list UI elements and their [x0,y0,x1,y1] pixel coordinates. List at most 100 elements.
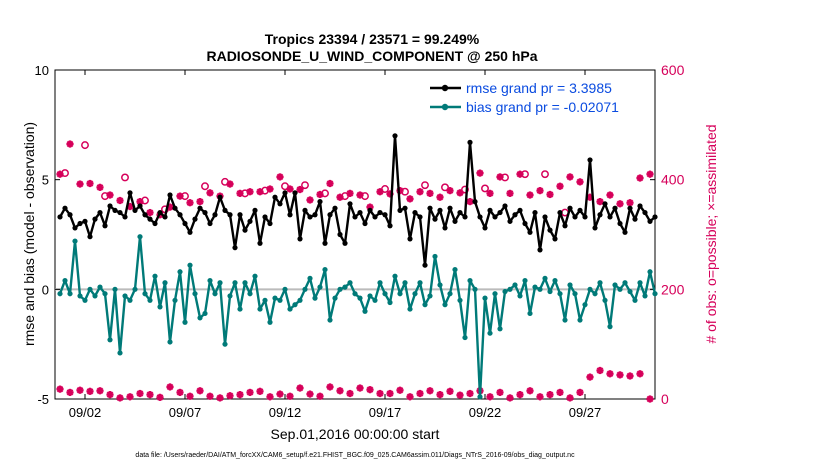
series-point-bias [307,275,313,281]
obs-assimilated-low-marker [486,393,494,401]
obs-assimilated-marker [646,170,654,178]
series-point-bias [617,286,623,292]
series-point-bias [642,293,648,299]
obs-assimilated-marker [106,191,114,199]
obs-assimilated-marker [336,193,344,201]
series-point-rmse [332,205,338,211]
series-point-bias [212,291,218,297]
series-point-bias [157,304,163,310]
series-point-bias [197,315,203,321]
obs-assimilated-low-marker [236,391,244,399]
obs-assimilated-marker [506,189,514,197]
series-point-bias [497,326,503,332]
series-point-rmse [107,203,113,209]
obs-assimilated-marker [296,185,304,194]
series-point-rmse [257,240,263,246]
obs-assimilated-marker [436,193,444,201]
series-point-rmse [492,214,498,220]
series-point-bias [242,280,248,286]
series-point-rmse [397,207,403,213]
series-point-bias [557,291,563,297]
series-point-rmse [347,201,353,207]
series-point-rmse [152,220,158,227]
series-point-bias [97,284,103,290]
series-point-rmse [437,207,443,213]
obs-assimilated-marker [186,199,194,207]
series-point-rmse [417,214,423,220]
series-point-rmse [97,209,103,216]
series-point-rmse [202,209,208,216]
series-point-rmse [377,209,383,216]
y-tick-label: 5 [42,173,49,188]
obs-possible-marker [81,141,89,150]
series-point-rmse [227,212,233,218]
series-point-rmse [262,214,268,220]
obs-possible-marker [541,170,549,179]
series-point-bias [267,319,273,325]
obs-assimilated-marker [316,190,324,199]
obs-assimilated-marker [196,198,204,206]
series-point-bias [217,280,223,286]
series-point-rmse [72,225,78,231]
obs-assimilated-low-marker [506,394,514,402]
obs-assimilated-marker [276,173,284,181]
series-point-rmse [292,190,298,196]
x-tick-label: 09/12 [269,405,302,420]
series-point-bias [402,280,408,286]
obs-assimilated-marker [576,178,584,186]
series-point-bias [342,284,348,290]
obs-assimilated-low-marker [156,393,164,401]
x-tick-label: 09/27 [569,405,602,420]
series-point-bias [457,297,463,303]
series-point-rmse [282,190,288,196]
obs-assimilated-marker [536,187,544,195]
series-point-bias [632,297,638,303]
obs-assimilated-marker [146,208,154,217]
obs-assimilated-low-marker [466,389,474,398]
obs-assimilated-marker [76,180,84,188]
obs-possible-marker [421,181,429,190]
series-point-bias [472,286,478,292]
series-point-bias [177,269,183,275]
series-point-bias [547,288,553,295]
series-point-bias [612,282,618,288]
series-point-bias [262,297,268,303]
series-point-bias [247,291,253,297]
obs-assimilated-marker [626,199,634,207]
obs-assimilated-marker [526,191,534,199]
series-point-rmse [102,223,108,229]
series-point-bias [437,282,443,288]
series-point-rmse [57,214,63,220]
series-point-bias [92,293,98,299]
series-point-bias [277,297,283,303]
obs-assimilated-low-marker [106,391,114,399]
obs-assimilated-marker [496,173,504,181]
series-point-rmse [122,214,128,220]
series-point-rmse [577,207,583,213]
obs-assimilated-low-marker [446,387,454,395]
obs-assimilated-marker [546,190,554,199]
series-point-bias [227,293,233,299]
series-point-bias [477,394,483,400]
legend-rmse-marker [441,84,449,92]
legend-rmse-label: rmse grand pr = 3.3985 [466,80,612,96]
series-point-rmse [467,139,473,145]
obs-possible-marker [481,184,489,193]
series-point-bias [577,317,583,323]
series-point-rmse [562,223,568,229]
series-point-bias [292,302,298,308]
series-point-bias [462,334,468,341]
series-point-rmse [507,218,513,224]
series-point-rmse [412,209,418,216]
series-point-bias [447,291,453,297]
chart-subtitle: RADIOSONDE_U_WIND_COMPONENT @ 250 hPa [206,48,537,64]
series-point-rmse [62,205,68,211]
series-point-rmse [307,214,313,220]
series-point-bias [492,291,498,297]
series-point-rmse [207,220,213,227]
series-point-rmse [552,236,558,242]
series-point-rmse [132,207,138,213]
obs-assimilated-low-marker [276,390,284,398]
y-axis-label: rmse and bias (model - observation) [21,122,37,346]
obs-assimilated-marker [566,173,574,181]
